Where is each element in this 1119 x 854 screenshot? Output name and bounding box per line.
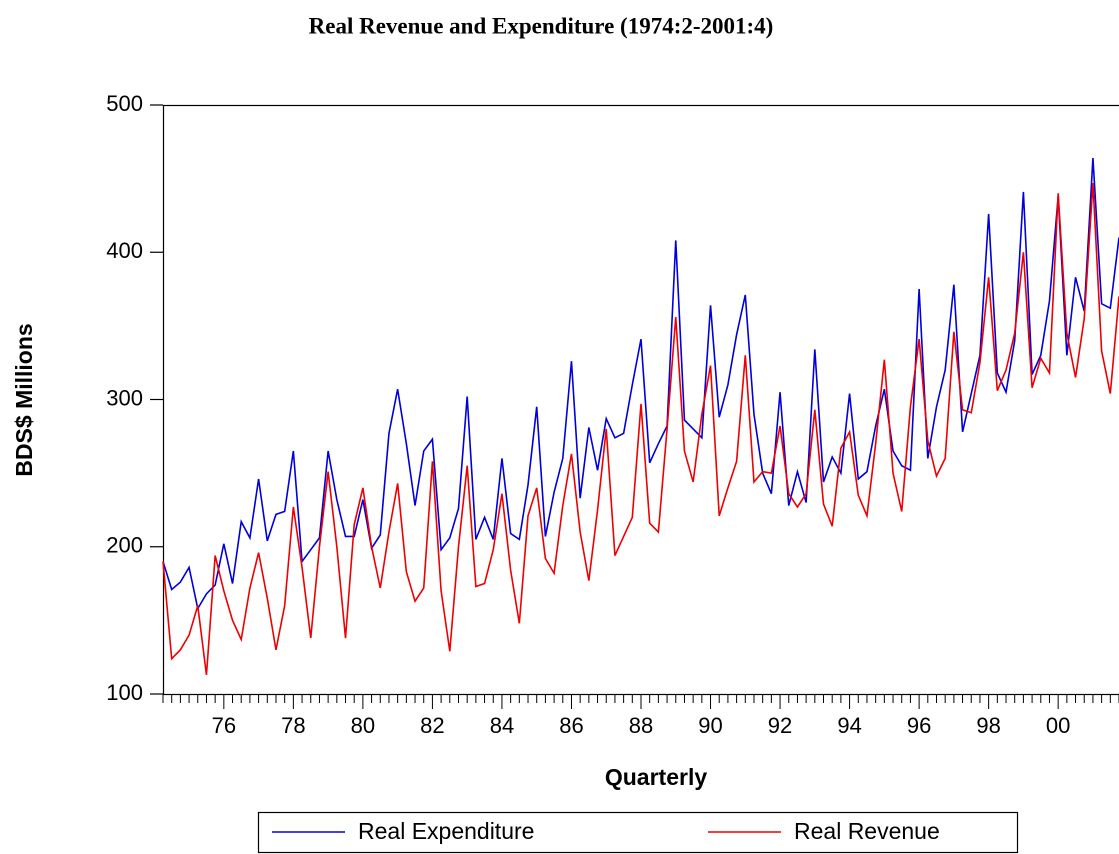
x-tick-label: 00 (1046, 713, 1070, 738)
plot-frame (162, 104, 1119, 696)
legend-box (257, 811, 1019, 854)
y-tick-label: 200 (106, 533, 143, 558)
x-tick-label: 84 (490, 713, 514, 738)
x-tick-label: 82 (420, 713, 444, 738)
y-tick-label: 400 (106, 238, 143, 263)
x-tick-label: 94 (837, 713, 861, 738)
y-tick-label: 100 (106, 680, 143, 705)
x-axis-label: Quarterly (605, 764, 707, 790)
x-tick-label: 90 (698, 713, 722, 738)
x-tick-label: 76 (212, 713, 236, 738)
x-tick-label: 80 (351, 713, 375, 738)
chart-title: Real Revenue and Expenditure (1974:2-200… (309, 13, 774, 38)
x-tick-label: 88 (629, 713, 653, 738)
x-tick-label: 96 (907, 713, 931, 738)
x-tick-label: 86 (559, 713, 583, 738)
y-tick-label: 500 (106, 91, 143, 116)
x-tick-label: 78 (281, 713, 305, 738)
legend-label: Real Expenditure (358, 818, 534, 844)
series-line (162, 182, 1119, 675)
x-tick-label: 92 (768, 713, 792, 738)
legend-label: Real Revenue (794, 818, 940, 844)
y-tick-label: 300 (106, 385, 143, 410)
x-tick-label: 98 (976, 713, 1000, 738)
y-axis-label: BDS$ Millions (11, 323, 37, 476)
